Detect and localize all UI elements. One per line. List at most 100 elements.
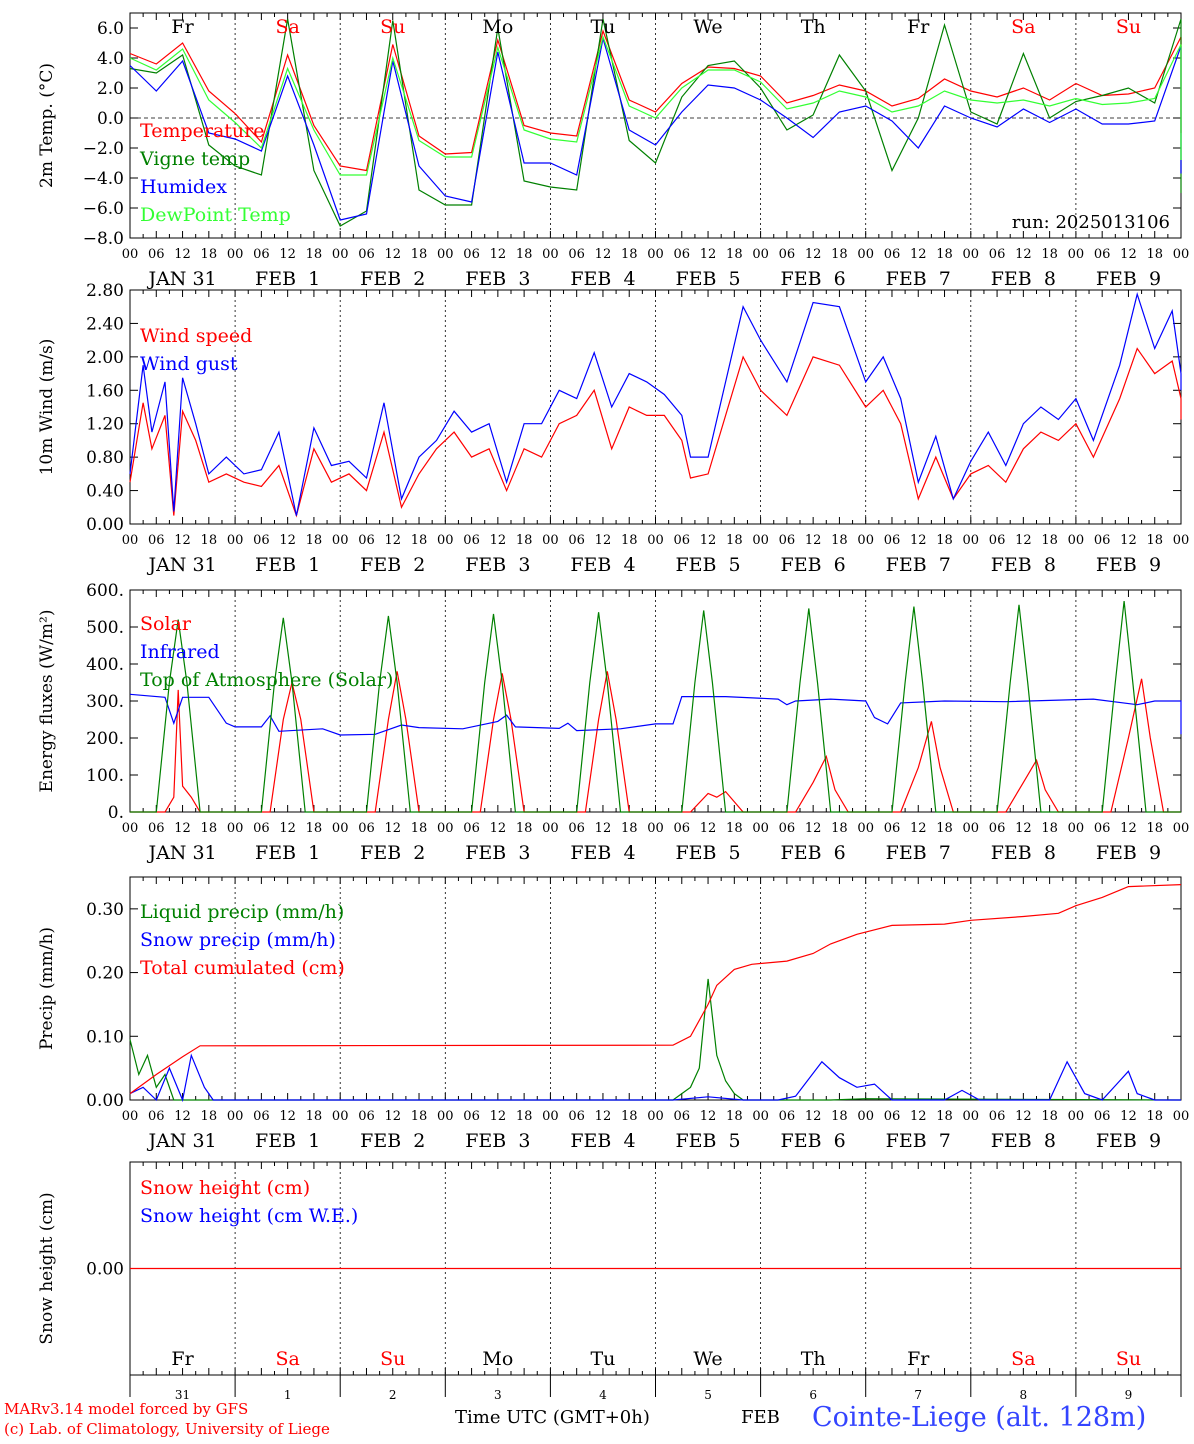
legend-entry: Wind gust xyxy=(140,353,238,375)
hour-label: 12 xyxy=(1015,821,1032,836)
hour-label: 12 xyxy=(595,1109,612,1124)
hour-label: 18 xyxy=(306,533,323,548)
hour-label: 00 xyxy=(963,533,980,548)
date-label: FEB 6 xyxy=(781,268,846,290)
hour-label: 00 xyxy=(647,533,664,548)
model-credit: MARv3.14 model forced by GFS xyxy=(4,1400,249,1418)
date-label: FEB 3 xyxy=(465,554,530,576)
hour-label: 06 xyxy=(148,247,165,262)
series-line xyxy=(129,1053,1181,1103)
day-name-top: We xyxy=(693,16,722,38)
day-name-bottom: Fr xyxy=(171,1348,194,1370)
hour-label: 12 xyxy=(595,821,612,836)
y-tick-label: 6.0 xyxy=(97,19,124,39)
date-label: FEB 4 xyxy=(570,1130,635,1152)
hour-label: 12 xyxy=(1015,247,1032,262)
hour-label: 18 xyxy=(411,247,428,262)
legend-entry: Wind speed xyxy=(140,325,252,347)
day-name-top: Mo xyxy=(482,16,513,38)
hour-label: 18 xyxy=(201,821,218,836)
day-name-top: Su xyxy=(380,16,405,38)
day-number: 2 xyxy=(389,1388,397,1402)
hour-label: 18 xyxy=(726,533,743,548)
hour-label: 06 xyxy=(989,247,1006,262)
day-number: 9 xyxy=(1125,1388,1133,1402)
day-name-top: Sa xyxy=(275,16,299,38)
hour-label: 12 xyxy=(1015,533,1032,548)
hour-label: 18 xyxy=(831,533,848,548)
hour-label: 06 xyxy=(253,247,270,262)
hour-label: 06 xyxy=(989,1109,1006,1124)
hour-label: 18 xyxy=(201,247,218,262)
date-label: FEB 9 xyxy=(1096,554,1161,576)
y-tick-label: −8.0 xyxy=(83,229,124,249)
hour-label: 18 xyxy=(411,1109,428,1124)
hour-label: 00 xyxy=(752,821,769,836)
hour-label: 12 xyxy=(700,533,717,548)
date-label: FEB 8 xyxy=(991,1130,1056,1152)
legend-entry: DewPoint Temp xyxy=(140,204,291,226)
hour-label: 00 xyxy=(1173,821,1190,836)
hour-label: 06 xyxy=(358,533,375,548)
legend-entry: Snow precip (mm/h) xyxy=(140,929,336,951)
hour-label: 06 xyxy=(463,533,480,548)
hour-label: 06 xyxy=(358,1109,375,1124)
hour-label: 12 xyxy=(700,247,717,262)
hour-label: 12 xyxy=(700,1109,717,1124)
hour-label: 12 xyxy=(174,533,191,548)
date-label: FEB 7 xyxy=(886,554,951,576)
hour-label: 00 xyxy=(1173,1109,1190,1124)
y-tick-label: 0.30 xyxy=(86,900,124,920)
hour-label: 00 xyxy=(542,821,559,836)
hour-label: 06 xyxy=(989,821,1006,836)
legend-entry: Temperature xyxy=(140,120,264,142)
day-number: 4 xyxy=(599,1388,607,1402)
hour-label: 18 xyxy=(621,1109,638,1124)
date-label: FEB 1 xyxy=(255,268,320,290)
day-number: 8 xyxy=(1020,1388,1028,1402)
date-label: FEB 4 xyxy=(570,268,635,290)
hour-label: 18 xyxy=(831,247,848,262)
y-tick-label: 2.80 xyxy=(86,281,124,301)
hour-label: 06 xyxy=(674,1109,691,1124)
date-label: FEB 6 xyxy=(781,554,846,576)
hour-label: 06 xyxy=(1094,821,1111,836)
y-axis-label: 10m Wind (m/s) xyxy=(37,339,57,476)
date-label: FEB 4 xyxy=(570,842,635,864)
hour-label: 00 xyxy=(857,533,874,548)
hour-label: 00 xyxy=(857,1109,874,1124)
hour-label: 06 xyxy=(253,821,270,836)
y-tick-label: 400. xyxy=(86,655,124,675)
y-tick-label: 0.40 xyxy=(86,482,124,502)
y-tick-label: 500. xyxy=(86,618,124,638)
legend-entry: Infrared xyxy=(140,641,220,663)
hour-label: 18 xyxy=(936,821,953,836)
series-line xyxy=(129,347,1182,518)
hour-label: 12 xyxy=(1120,533,1137,548)
hour-label: 06 xyxy=(463,821,480,836)
hour-label: 06 xyxy=(253,1109,270,1124)
day-name-bottom: Tu xyxy=(590,1348,615,1370)
hour-label: 12 xyxy=(490,247,507,262)
hour-label: 18 xyxy=(726,1109,743,1124)
hour-label: 12 xyxy=(174,821,191,836)
series-line xyxy=(129,292,1182,516)
day-name-top: Sa xyxy=(1011,16,1035,38)
date-label: FEB 6 xyxy=(781,842,846,864)
hour-label: 06 xyxy=(779,821,796,836)
hour-label: 18 xyxy=(1041,247,1058,262)
day-name-bottom: Fr xyxy=(907,1348,930,1370)
legend-entry: Snow height (cm W.E.) xyxy=(140,1205,358,1227)
y-axis-label: Energy fluxes (W/m²) xyxy=(37,610,57,793)
hour-label: 06 xyxy=(1094,1109,1111,1124)
hour-label: 18 xyxy=(726,247,743,262)
legend-entry: Total cumulated (cm) xyxy=(140,957,345,979)
day-name-top: Tu xyxy=(590,16,615,38)
hour-label: 12 xyxy=(1120,1109,1137,1124)
date-label: FEB 3 xyxy=(465,1130,530,1152)
hour-label: 00 xyxy=(332,1109,349,1124)
y-tick-label: 0.00 xyxy=(86,1091,124,1111)
y-tick-label: −6.0 xyxy=(83,199,124,219)
hour-label: 00 xyxy=(752,533,769,548)
hour-label: 06 xyxy=(779,1109,796,1124)
